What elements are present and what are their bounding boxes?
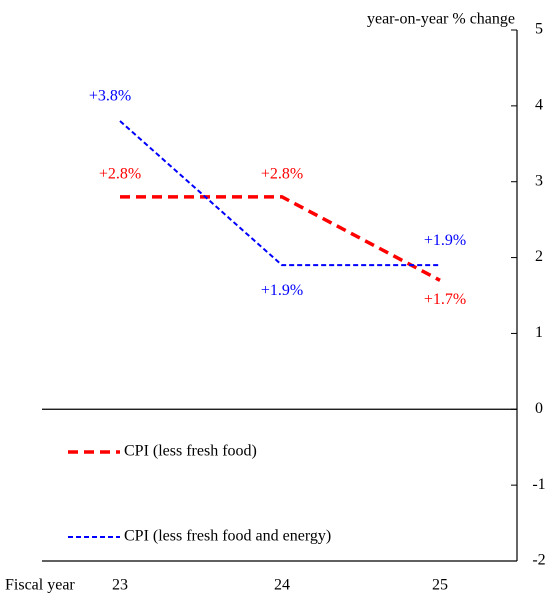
series-line xyxy=(120,195,441,282)
x-axis-label: Fiscal year xyxy=(5,577,75,594)
data-label: +2.8% xyxy=(99,166,141,183)
legend-label: CPI (less fresh food and energy) xyxy=(124,528,331,545)
data-label: +1.9% xyxy=(261,282,303,299)
data-label: +1.7% xyxy=(424,291,466,308)
data-label: +2.8% xyxy=(261,166,303,183)
x-tick-label: 25 xyxy=(432,577,448,594)
y-tick-label: 1 xyxy=(535,324,543,341)
y-tick-label: 5 xyxy=(535,21,543,38)
data-label: +1.9% xyxy=(424,232,466,249)
series-line xyxy=(119,120,440,267)
data-label: +3.8% xyxy=(89,88,131,105)
y-tick-label: 4 xyxy=(535,97,543,114)
y-tick-label: 2 xyxy=(535,248,543,265)
y-tick-label: -1 xyxy=(532,476,545,493)
y-tick-label: 0 xyxy=(535,400,543,417)
x-tick-label: 23 xyxy=(112,577,128,594)
y-axis-label: year-on-year % change xyxy=(367,11,515,28)
y-tick-label: -2 xyxy=(532,552,545,569)
y-tick-label: 3 xyxy=(535,172,543,189)
legend-label: CPI (less fresh food) xyxy=(124,443,257,460)
x-tick-label: 24 xyxy=(274,577,290,594)
